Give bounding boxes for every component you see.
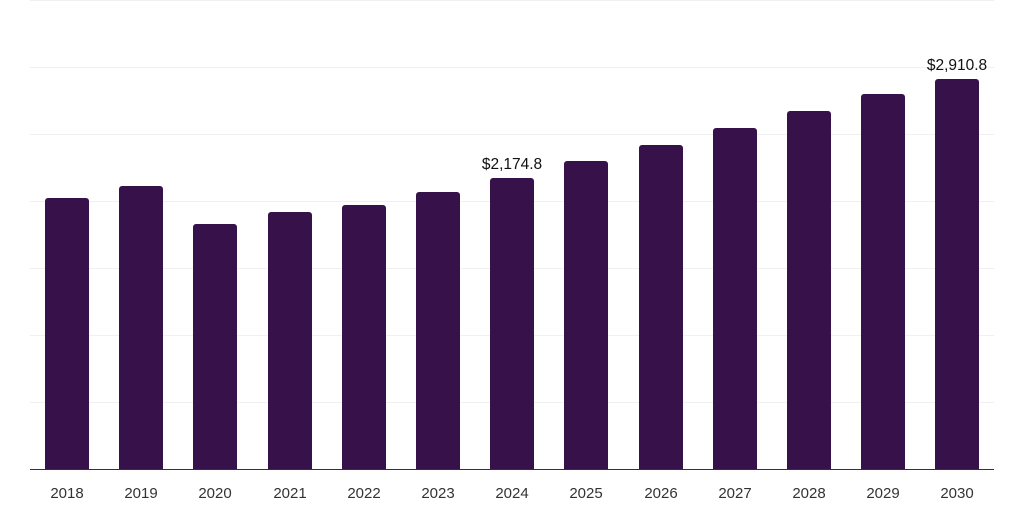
bar-2024[interactable]	[490, 178, 534, 469]
bar-2018[interactable]	[45, 198, 89, 469]
data-label-2024: $2,174.8	[481, 156, 543, 173]
x-tick-label: 2021	[273, 485, 307, 502]
bar-2019[interactable]	[119, 186, 163, 469]
x-tick-label: 2022	[347, 485, 381, 502]
x-tick-label: 2029	[866, 485, 900, 502]
bar-2021[interactable]	[268, 212, 312, 469]
bar-2022[interactable]	[342, 205, 386, 469]
x-tick-label: 2019	[124, 485, 158, 502]
data-label-2030: $2,910.8	[926, 57, 988, 74]
x-tick-label: 2018	[50, 485, 84, 502]
bar-2020[interactable]	[193, 224, 237, 469]
bar-2027[interactable]	[713, 128, 757, 469]
bar-2026[interactable]	[639, 145, 683, 469]
x-tick-label: 2027	[718, 485, 752, 502]
x-tick-label: 2020	[198, 485, 232, 502]
x-tick-label: 2026	[644, 485, 678, 502]
bar-2030[interactable]	[935, 79, 979, 469]
gridline	[30, 67, 994, 68]
x-tick-label: 2025	[569, 485, 603, 502]
x-tick-label: 2023	[421, 485, 455, 502]
bar-2029[interactable]	[861, 94, 905, 469]
x-tick-label: 2030	[940, 485, 974, 502]
x-tick-label: 2024	[495, 485, 529, 502]
bar-2025[interactable]	[564, 161, 608, 469]
bar-2023[interactable]	[416, 192, 460, 469]
bar-2028[interactable]	[787, 111, 831, 469]
gridline	[30, 134, 994, 135]
x-tick-label: 2028	[792, 485, 826, 502]
x-axis-line	[30, 469, 994, 470]
gridline	[30, 0, 994, 1]
